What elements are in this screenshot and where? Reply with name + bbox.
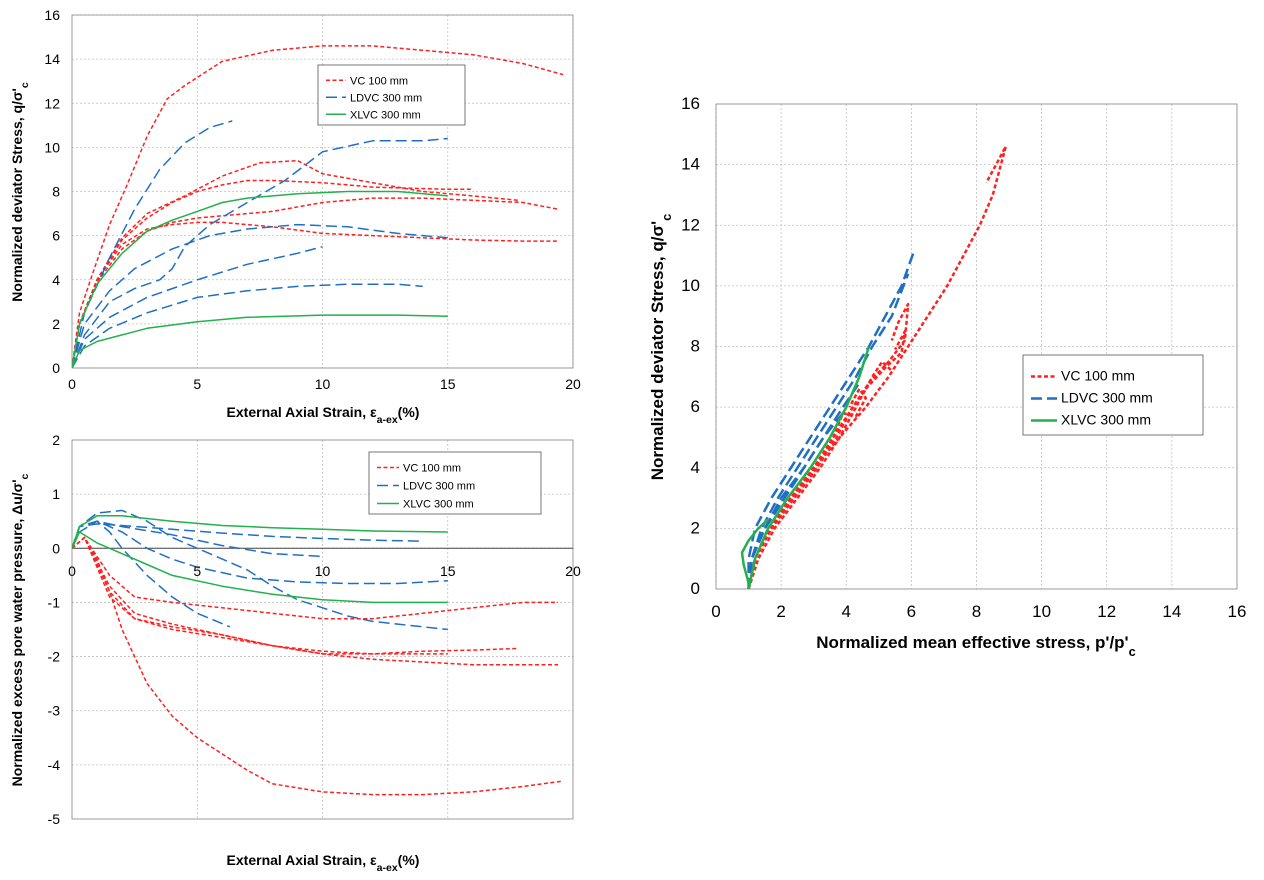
series-line-ldvc-6: [72, 509, 448, 631]
series-line-ldvc-7: [72, 223, 448, 368]
x-tick-label: 15: [440, 376, 456, 392]
y-tick-label: 14: [44, 51, 60, 67]
chart-q-vs-strain: 0 5 10 15 20 0 2 4 6 8 10 12 14 16 External Axial Stra…: [9, 7, 581, 426]
y-axis-label: Normalized excess pore water pressure, Δ…: [9, 473, 31, 786]
series-line-xlvc-10: [747, 346, 871, 589]
x-tick-label: 5: [193, 376, 201, 392]
x-tick-label: 16: [1228, 602, 1247, 621]
plot-frame: [715, 103, 1238, 590]
y-tick-label: 14: [681, 155, 700, 174]
y-tick-label: -2: [48, 649, 61, 665]
y-tick-label: 0: [52, 360, 60, 376]
series-line-vc-3: [747, 387, 868, 589]
y-tick-label: 0: [691, 579, 700, 598]
series-group: [72, 45, 564, 368]
x-tick-label: 2: [776, 602, 785, 621]
series-line-ldvc-5: [72, 520, 231, 628]
series-line-vc-0: [72, 536, 564, 796]
x-tick-label: 15: [440, 563, 456, 579]
y-tick-label: 12: [681, 215, 700, 234]
x-tick-label: 10: [315, 376, 331, 392]
series-line-ldvc-6: [72, 137, 448, 368]
y-tick-label: 2: [52, 432, 60, 448]
y-tick-label: 2: [691, 518, 700, 537]
y-axis-label: Normalized deviator Stress, q/σ'c: [648, 214, 674, 481]
x-axis-label: Normalized mean effective stress, p'/p'c: [816, 633, 1135, 659]
series-line-xlvc-10: [72, 190, 448, 368]
y-tick-label: 4: [691, 458, 700, 477]
y-tick-label: 16: [681, 94, 700, 113]
x-tick-label: 0: [711, 602, 720, 621]
y-tick-label: 6: [52, 228, 60, 244]
x-tick-label: 10: [315, 563, 331, 579]
x-axis-label: External Axial Strain, εa-ex(%): [227, 404, 420, 426]
legend-label-vc: VC 100 mm: [403, 463, 461, 475]
series-line-vc-2: [72, 536, 518, 655]
y-tick-label: 6: [691, 397, 700, 416]
series-line-xlvc-11: [72, 531, 448, 604]
y-tick-label: -5: [48, 811, 61, 827]
x-tick-label: 5: [193, 563, 201, 579]
series-line-vc-4: [72, 536, 448, 655]
series-group: [72, 509, 564, 796]
legend-label-vc: VC 100 mm: [350, 75, 408, 87]
x-axis-label: External Axial Strain, εa-ex(%): [227, 852, 420, 874]
series-line-xlvc-11: [72, 314, 448, 368]
y-tick-label: 12: [44, 95, 60, 111]
series-line-vc-0: [747, 145, 1008, 589]
legend-label-xlvc: XLVC 300 mm: [1061, 412, 1151, 428]
legend-label-xlvc: XLVC 300 mm: [350, 109, 421, 121]
x-tick-label: 20: [565, 376, 581, 392]
y-tick-label: 8: [691, 337, 700, 356]
series-group: [740, 145, 1008, 589]
legend: VC 100 mm LDVC 300 mm XLVC 300 mm: [368, 451, 542, 515]
y-tick-label: 4: [52, 272, 60, 288]
series-line-vc-0: [72, 45, 564, 368]
x-tick-label: 8: [972, 602, 981, 621]
y-tick-label: 0: [52, 540, 60, 556]
series-line-vc-1: [72, 536, 558, 620]
legend-label-vc: VC 100 mm: [1061, 368, 1135, 384]
legend-label-ldvc: LDVC 300 mm: [1061, 390, 1153, 406]
x-tick-label: 10: [1032, 602, 1051, 621]
legend: VC 100 mm LDVC 300 mm XLVC 300 mm: [317, 64, 466, 126]
x-tick-label: 14: [1162, 602, 1181, 621]
y-tick-label: 10: [44, 139, 60, 155]
y-tick-label: 2: [52, 316, 60, 332]
series-line-xlvc-11: [740, 518, 769, 584]
x-tick-label: 0: [68, 376, 76, 392]
y-axis-label: Normalized deviator Stress, q/σ'c: [9, 82, 31, 302]
series-line-xlvc-10: [72, 515, 448, 549]
series-line-ldvc-6: [747, 273, 910, 589]
plot-frame: [71, 14, 574, 369]
x-tick-label: 20: [565, 563, 581, 579]
chart-pore-vs-strain: 0 5 10 15 20 -5 -4 -3 -2 -1 0 1 2 External Axial Stra…: [9, 432, 581, 874]
chart-q-vs-p: 0 2 4 6 8 10 12 14 16 0 2 4 6 8 10 12 14 16 Normalized mea…: [648, 94, 1246, 659]
y-tick-label: 16: [44, 7, 60, 23]
series-line-ldvc-9: [72, 523, 423, 549]
y-tick-label: -1: [48, 594, 61, 610]
x-tick-label: 0: [68, 563, 76, 579]
plot-frame: [71, 439, 574, 820]
legend-label-ldvc: LDVC 300 mm: [350, 92, 422, 104]
y-tick-label: 1: [52, 486, 60, 502]
series-line-vc-3: [72, 197, 559, 368]
legend: VC 100 mm LDVC 300 mm XLVC 300 mm: [1022, 354, 1204, 436]
x-tick-label: 12: [1097, 602, 1116, 621]
series-line-vc-4: [747, 360, 893, 589]
legend-label-xlvc: XLVC 300 mm: [403, 499, 474, 511]
y-tick-label: -4: [48, 757, 61, 773]
series-line-ldvc-8: [72, 245, 323, 368]
x-tick-label: 4: [842, 602, 851, 621]
series-line-ldvc-9: [72, 283, 423, 368]
y-tick-label: 10: [681, 276, 700, 295]
y-tick-label: -3: [48, 703, 61, 719]
series-line-ldvc-9: [747, 473, 802, 589]
y-tick-label: 8: [52, 184, 60, 200]
legend-label-ldvc: LDVC 300 mm: [403, 481, 475, 493]
x-tick-label: 6: [907, 602, 916, 621]
